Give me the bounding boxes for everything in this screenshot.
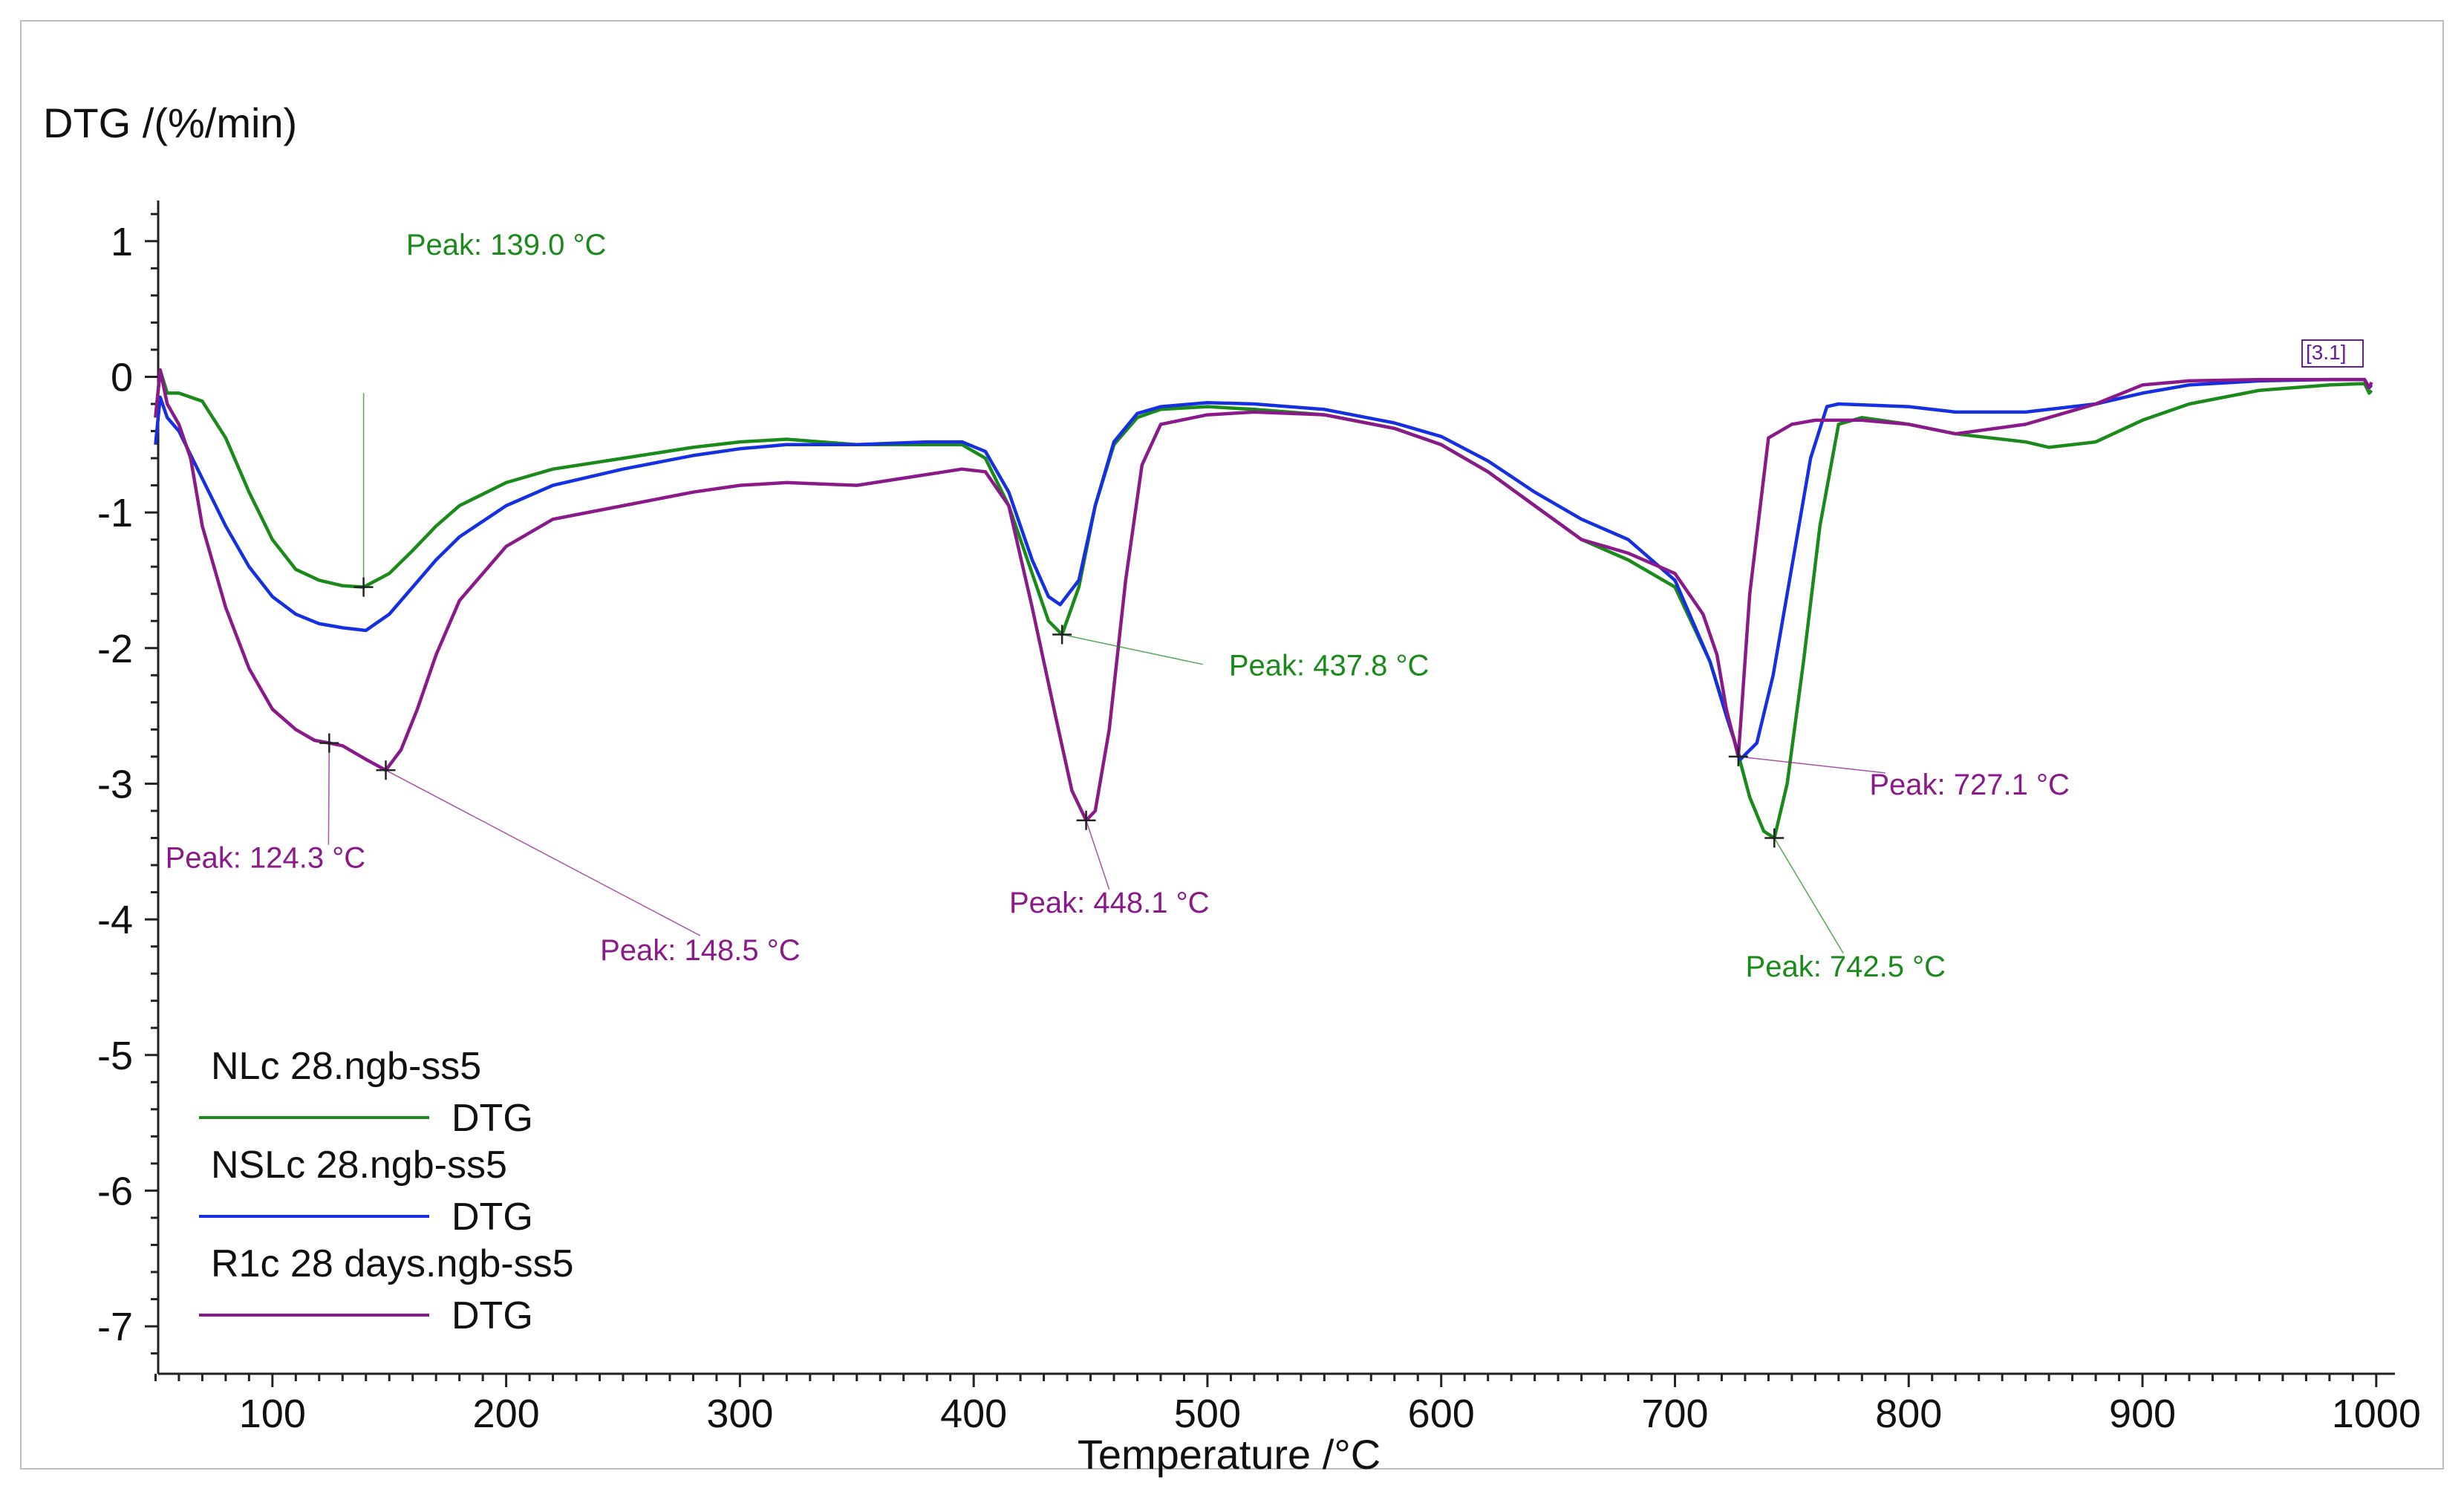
y-tick-label: 0 [111,355,133,400]
chart-border [20,20,2444,1470]
y-axis-label: DTG /(%/min) [43,100,297,146]
peak-leader-line [1738,756,1886,774]
legend-series-label: DTG [452,1294,533,1337]
y-tick-label: -1 [97,491,133,535]
axes-group: 1 0 -1 -2 -3 -4 -5 -6 -7 100 200 300 400 500 600 700 800… [97,200,2421,1436]
y-tick-label: 1 [111,220,133,264]
legend-series-label: DTG [452,1196,533,1239]
series-group [154,368,2373,840]
legend-series-label: DTG [452,1097,533,1140]
peak-label: Peak: 742.5 °C [1746,950,1946,983]
legend-file-label: R1c 28 days.ngb-ss5 [211,1242,574,1285]
end-marker-box [2301,339,2364,368]
legend-file-label: NLc 28.ngb-ss5 [211,1045,481,1088]
x-tick-label: 900 [2109,1392,2176,1436]
peak-leader-line [1085,820,1110,890]
y-tick-label: -7 [97,1305,133,1349]
y-tick-label: -6 [97,1169,133,1213]
peak-label: Peak: 727.1 °C [1869,769,2070,801]
end-marker-label: [3.1] [2306,341,2346,364]
series-line-0 [154,368,2373,840]
series-line-2 [154,368,2373,823]
y-tick-label: -5 [97,1034,133,1078]
peak-leader-line [385,769,701,936]
x-tick-label: 400 [940,1392,1007,1436]
x-tick-label: 600 [1408,1392,1475,1436]
peak-label: Peak: 124.3 °C [166,842,366,875]
x-tick-label: 200 [473,1392,540,1436]
annotations-group: Peak: 139.0 °C Peak: 437.8 °C Peak: 742.5 … [166,229,2364,983]
x-axis-label: Temperature /°C [1078,1431,1381,1478]
peak-leader-line [1773,838,1844,954]
peak-label: Peak: 139.0 °C [406,229,607,261]
peak-label: Peak: 148.5 °C [600,934,801,967]
peak-label: Peak: 448.1 °C [1009,887,1210,919]
x-tick-label: 700 [1641,1392,1708,1436]
legend-file-label: NSLc 28.ngb-ss5 [211,1144,507,1187]
series-line-1 [154,377,2373,761]
x-tick-label: 300 [706,1392,773,1436]
y-tick-label: -2 [97,627,133,671]
x-tick-label: 100 [239,1392,306,1436]
x-tick-label: 500 [1174,1392,1241,1436]
x-tick-label: 800 [1875,1392,1942,1436]
y-tick-label: -3 [97,762,133,806]
peak-leader-line [327,743,330,845]
peak-leader-line [1061,633,1203,665]
x-tick-label: 1000 [2332,1392,2421,1436]
y-tick-label: -4 [97,898,133,942]
peak-label: Peak: 437.8 °C [1229,649,1430,682]
